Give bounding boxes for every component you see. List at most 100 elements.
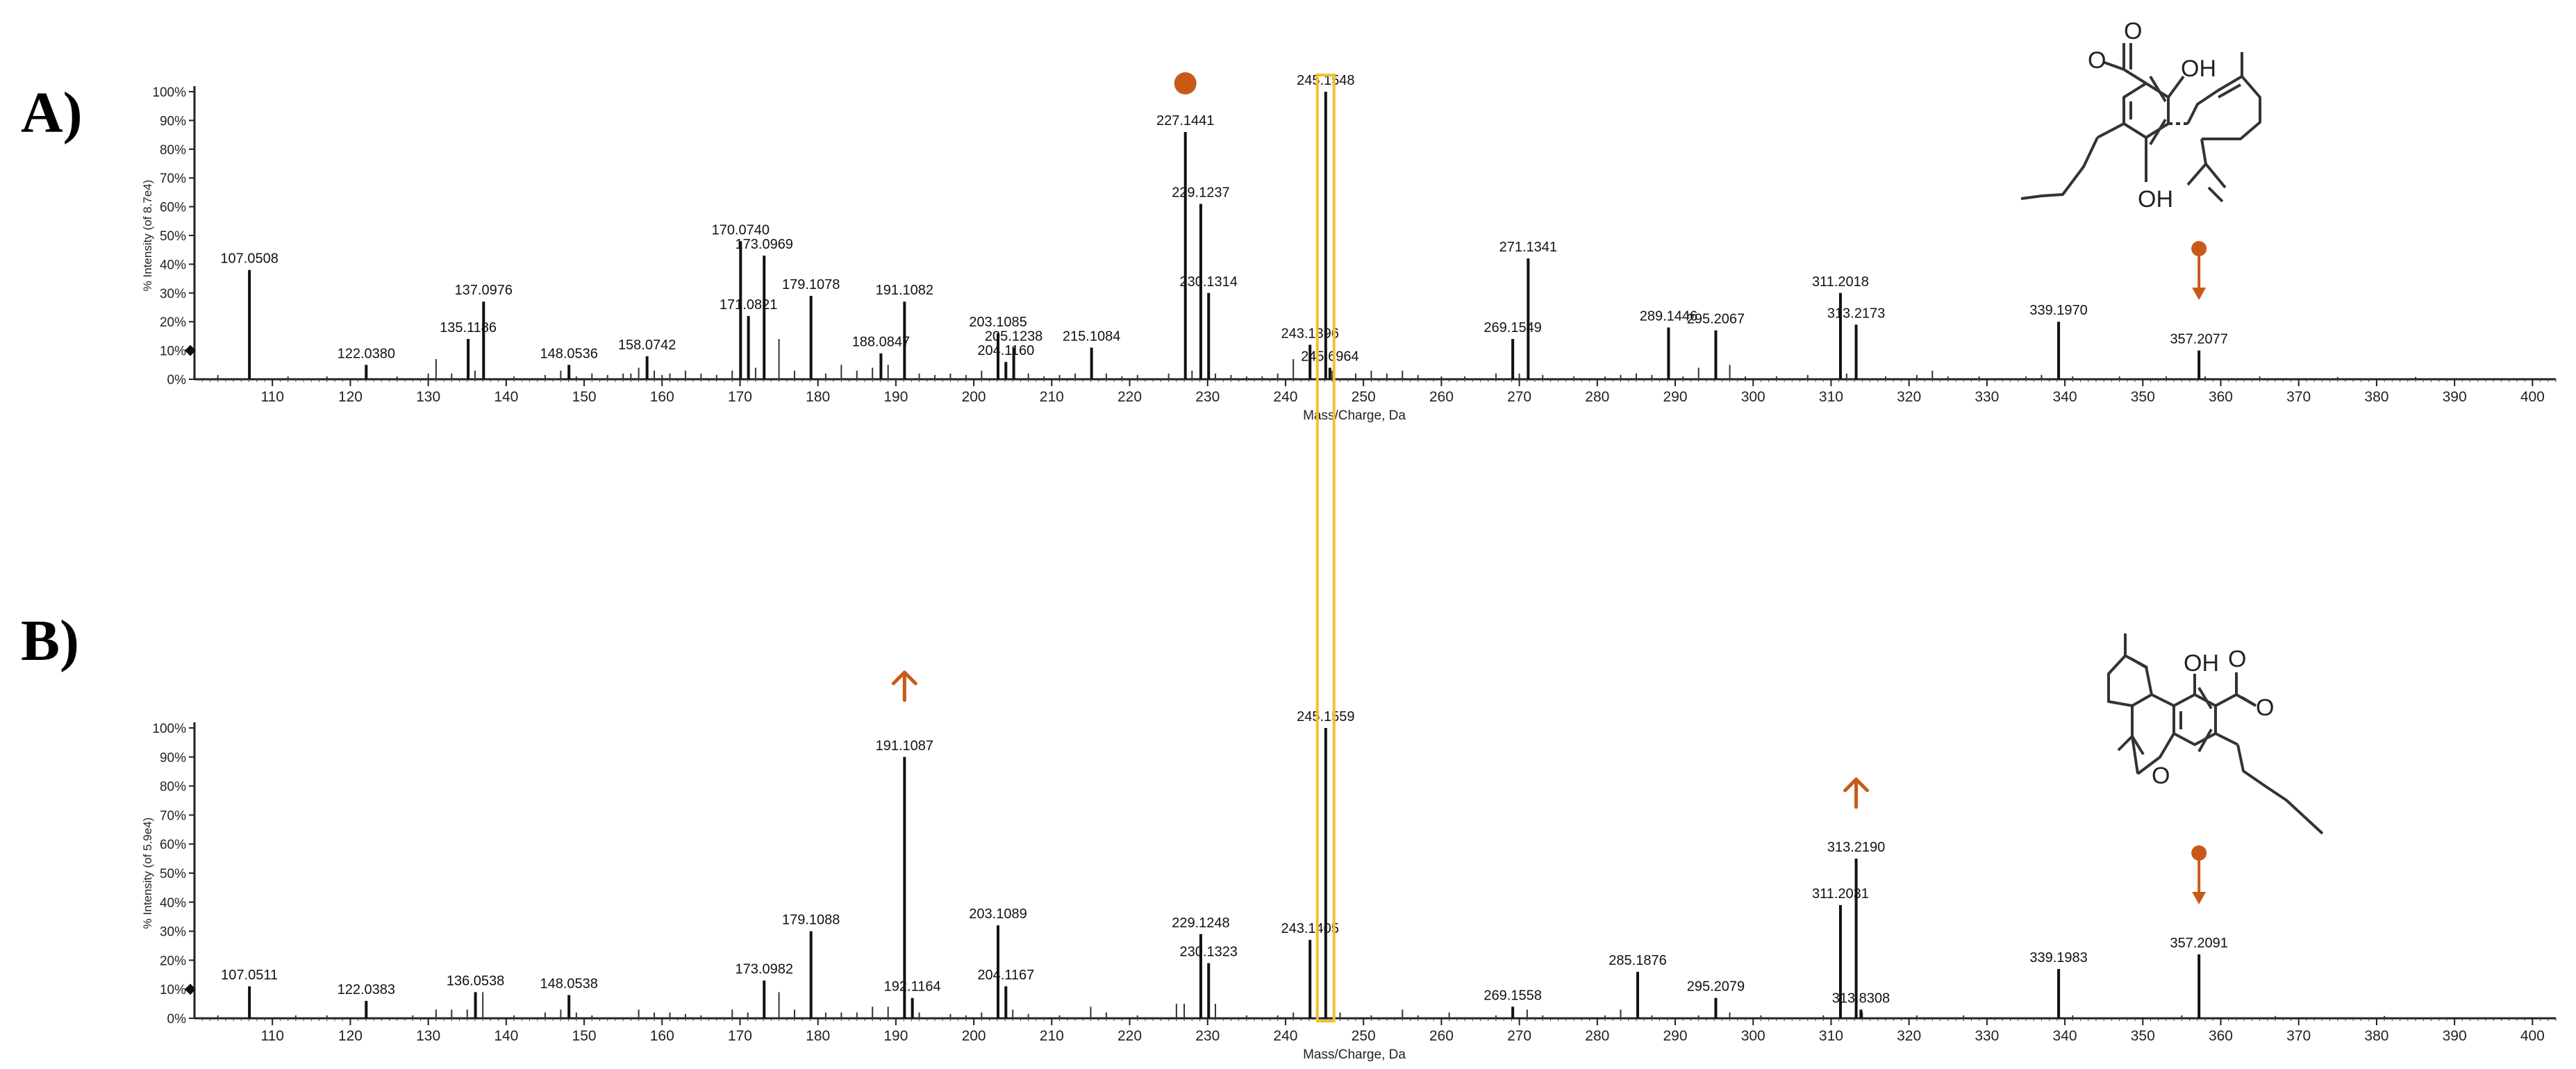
x-tick-label: 170 [728, 1028, 752, 1044]
x-tick-label: 320 [1897, 389, 1921, 405]
y-tick-label: 40% [160, 258, 186, 272]
x-tick-label: 310 [1819, 389, 1843, 405]
peak-label: 191.1082 [876, 283, 933, 298]
peak-label: 313.8308 [1832, 991, 1890, 1006]
peak-label: 313.2190 [1827, 840, 1885, 855]
x-tick-label: 340 [2053, 389, 2077, 405]
peak-label: 122.0383 [338, 982, 395, 997]
y-tick-label: 50% [160, 229, 186, 244]
x-tick-label: 380 [2364, 1028, 2388, 1044]
down-arrow-head [2192, 892, 2207, 904]
x-tick-label: 230 [1195, 389, 1220, 405]
up-arrow-head [1843, 777, 1870, 793]
x-tick-label: 200 [962, 389, 986, 405]
peak-label: 245.6964 [1301, 349, 1358, 364]
x-tick-label: 150 [572, 389, 597, 405]
peak-label: 136.0538 [447, 973, 504, 988]
panel-label-a: A) [21, 81, 83, 145]
x-tick-label: 290 [1663, 389, 1687, 405]
x-tick-label: 190 [883, 389, 908, 405]
y-axis-label: % Intensity (of 5.9e4) [141, 818, 154, 929]
x-tick-label: 350 [2131, 389, 2155, 405]
peak-label: 122.0380 [338, 346, 395, 361]
peak-label: 357.2077 [2170, 332, 2227, 347]
peak-label: 339.1970 [2029, 303, 2087, 318]
peak-label: 295.2067 [1687, 312, 1745, 327]
spectrum-b: 0% 10% 20% 30% 40% 50% 60% 70% 80% 90% 100% 110 120 1… [141, 709, 2557, 1062]
x-tick-label: 260 [1429, 389, 1454, 405]
peak-label: 311.2031 [1812, 886, 1869, 902]
y-tick-label: 80% [160, 780, 186, 795]
x-tick-label: 240 [1273, 1028, 1297, 1044]
peak-label: 357.2091 [2170, 936, 2227, 951]
down-arrow-head [2192, 288, 2207, 300]
peak-label: 229.1248 [1172, 915, 1229, 931]
x-tick-label: 180 [806, 1028, 830, 1044]
peak-label: 269.1549 [1484, 320, 1541, 335]
peak-label: 191.1087 [876, 738, 933, 754]
x-tick-label: 160 [650, 389, 674, 405]
peak-label: 230.1314 [1180, 274, 1238, 290]
peak-label: 173.0982 [736, 962, 793, 977]
x-axis-label: Mass/Charge, Da [1303, 408, 1406, 423]
atom-label: O [2228, 646, 2246, 672]
peak-label: 243.1405 [1281, 921, 1338, 936]
y-tick-label: 70% [160, 809, 186, 823]
x-tick-label: 150 [572, 1028, 597, 1044]
precursor-marker-a [2191, 241, 2207, 300]
y-tick-label: 60% [160, 201, 186, 215]
peak-label: 107.0508 [220, 251, 278, 267]
x-tick-label: 260 [1429, 1028, 1454, 1044]
x-tick-label: 190 [883, 1028, 908, 1044]
peak-label: 289.1446 [1640, 308, 1697, 324]
x-tick-label: 250 [1352, 1028, 1376, 1044]
x-tick-label: 140 [494, 389, 518, 405]
atom-label: O [2256, 695, 2274, 721]
x-tick-label: 210 [1040, 1028, 1064, 1044]
x-tick-label: 360 [2209, 1028, 2233, 1044]
peak-label: 203.1085 [969, 315, 1027, 330]
peak-label: 179.1088 [782, 913, 840, 928]
x-tick-label: 400 [2520, 389, 2545, 405]
y-tick-label: 80% [160, 143, 186, 158]
peak-label: 230.1323 [1180, 945, 1238, 960]
x-tick-label: 210 [1040, 389, 1064, 405]
x-tick-label: 240 [1273, 389, 1297, 405]
peak-label: 245.1548 [1297, 73, 1354, 88]
x-tick-label: 220 [1117, 1028, 1142, 1044]
x-tick-label: 330 [1975, 1028, 1999, 1044]
peak-label: 227.1441 [1156, 113, 1214, 129]
peak-label: 179.1078 [782, 277, 840, 292]
peak-label: 229.1237 [1172, 185, 1229, 200]
atom-label: OH [2184, 650, 2219, 677]
x-tick-label: 220 [1117, 389, 1142, 405]
peak-label: 285.1876 [1609, 953, 1666, 968]
atom-label: O [2124, 18, 2142, 44]
precursor-marker-b [2191, 845, 2207, 904]
axis-marker [185, 345, 196, 356]
fragment-dot-marker [1174, 72, 1197, 94]
peak-label: 135.1186 [440, 320, 497, 335]
y-tick-label: 30% [160, 287, 186, 301]
x-tick-label: 270 [1507, 1028, 1531, 1044]
peak-label: 137.0976 [455, 283, 513, 298]
y-axis-label: % Intensity (of 8.7e4) [141, 180, 154, 292]
x-tick-label: 250 [1352, 389, 1376, 405]
peak-label: 192.1164 [884, 979, 941, 995]
x-tick-label: 370 [2286, 1028, 2311, 1044]
x-tick-label: 340 [2053, 1028, 2077, 1044]
panel-label-b: B) [21, 608, 79, 673]
structure-b [2107, 633, 2324, 835]
y-tick-label: 60% [160, 838, 186, 852]
x-tick-label: 120 [338, 1028, 363, 1044]
x-tick-label: 120 [338, 389, 363, 405]
y-tick-label: 10% [160, 345, 186, 359]
y-tick-label: 100% [152, 722, 186, 736]
x-tick-label: 310 [1819, 1028, 1843, 1044]
y-tick-label: 90% [160, 114, 186, 129]
peak-label: 173.0969 [736, 237, 793, 252]
x-tick-label: 320 [1897, 1028, 1921, 1044]
x-tick-label: 330 [1975, 389, 1999, 405]
x-tick-label: 170 [728, 389, 752, 405]
spectrum-a: 0% 10% 20% 30% 40% 50% 60% 70% 80% 90% 100% 110 120 1… [141, 73, 2557, 423]
